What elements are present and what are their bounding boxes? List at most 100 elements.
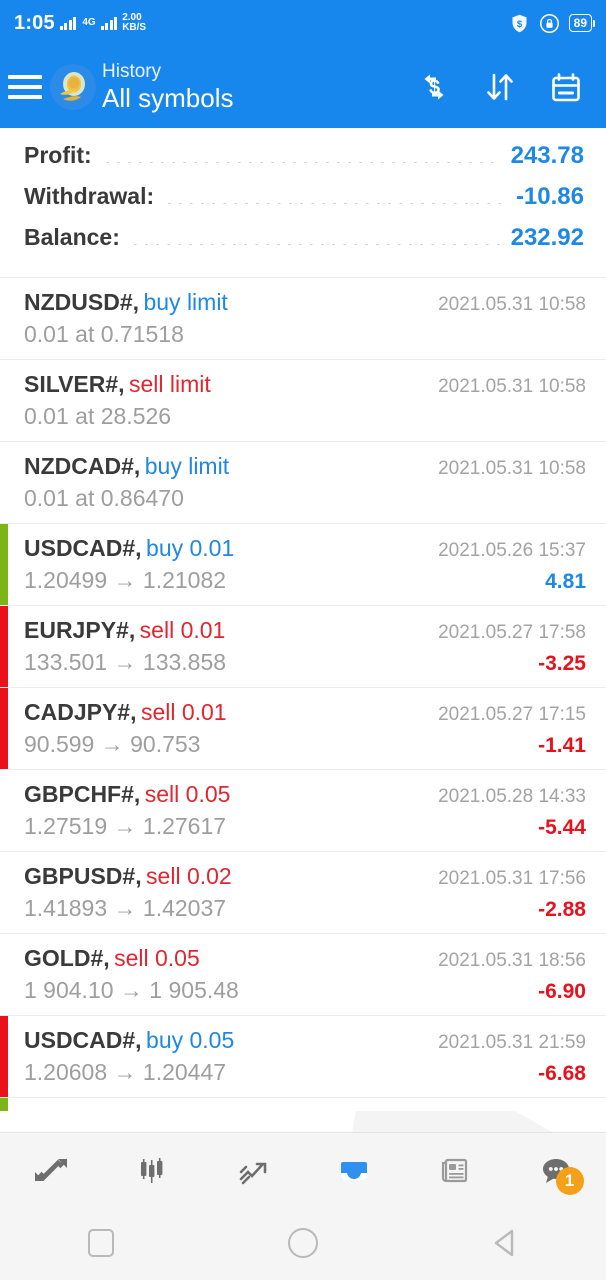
app-logo-icon (50, 64, 96, 110)
quotes-icon[interactable] (17, 1139, 85, 1201)
trade-row[interactable]: EURJPY#, sell 0.01 2021.05.27 17:58 133.50… (0, 605, 606, 687)
page-title[interactable]: All symbols (102, 82, 234, 113)
trade-row-top: GBPUSD#, sell 0.02 2021.05.31 17:56 (24, 863, 586, 890)
summary-value-profit: 243.78 (510, 142, 584, 169)
trade-status-stripe (0, 442, 8, 523)
sort-arrows-icon[interactable] (480, 67, 520, 107)
charts-icon[interactable] (118, 1139, 186, 1201)
summary-row-profit: Profit: 243.78 (24, 142, 584, 183)
trade-row-bottom: 0.01 at 28.526 (24, 403, 586, 430)
trade-action: buy limit (144, 453, 230, 479)
summary-label-profit: Profit: (24, 142, 92, 168)
currency-exchange-icon[interactable]: $ (414, 67, 454, 107)
trade-row-bottom: 90.599 → 90.753 -1.41 (24, 731, 586, 758)
trade-row[interactable]: GBPCHF#, sell 0.05 2021.05.28 14:33 1.2751… (0, 769, 606, 851)
trade-symbol: USDCAD#, (24, 535, 142, 561)
network-type-label: 4G (82, 17, 96, 28)
trade-status-stripe (0, 1016, 8, 1097)
recents-button[interactable] (66, 1220, 136, 1266)
history-list[interactable]: NZDUSD#, buy limit 2021.05.31 10:58 0.01 a… (0, 277, 606, 1111)
trade-status-stripe (0, 770, 8, 851)
trade-row-bottom: 1.20499 → 1.21082 4.81 (24, 567, 586, 594)
summary-row-withdrawal: Withdrawal: -10.86 (24, 183, 584, 224)
network-speed-value: 2.00 (122, 11, 142, 23)
trade-row[interactable]: USDCAD#, buy 0.01 2021.05.26 15:37 1.20499… (0, 523, 606, 605)
summary-value-withdrawal: -10.86 (515, 183, 584, 210)
trade-symbol: GOLD#, (24, 945, 110, 971)
trade-status-stripe (0, 278, 8, 359)
trade-prices: 0.01 at 0.71518 (24, 321, 184, 347)
home-button[interactable] (268, 1220, 338, 1266)
trade-profit-loss: -3.25 (538, 652, 586, 675)
trade-row[interactable]: CADJPY#, sell 0.01 2021.05.27 17:15 90.599… (0, 687, 606, 769)
trade-prices: 1.27519 → 1.27617 (24, 813, 227, 839)
dot-leader (164, 203, 506, 204)
trade-row-bottom: 1.20608 → 1.20447 -6.68 (24, 1059, 586, 1086)
trade-row[interactable]: NZDUSD#, buy limit 2021.05.31 10:58 0.01 a… (0, 277, 606, 359)
trade-row-top: GBPCHF#, sell 0.05 2021.05.28 14:33 (24, 781, 586, 808)
trade-prices: 1.20499 → 1.21082 (24, 567, 227, 593)
trade-icon[interactable] (219, 1139, 287, 1201)
trade-row-top: CADJPY#, sell 0.01 2021.05.27 17:15 (24, 699, 586, 726)
trade-time: 2021.05.31 10:58 (438, 376, 586, 397)
trade-action: sell 0.02 (146, 863, 232, 889)
trade-row[interactable]: NZDCAD#, buy limit 2021.05.31 10:58 0.01 a… (0, 441, 606, 523)
trade-time: 2021.05.31 10:58 (438, 294, 586, 315)
trade-profit-loss: -5.44 (538, 816, 586, 839)
lock-icon (539, 13, 559, 33)
trade-time: 2021.05.31 21:59 (438, 1032, 586, 1053)
signal-bars-icon (59, 16, 77, 30)
trade-title: GBPCHF#, sell 0.05 (24, 781, 230, 808)
chat-icon[interactable]: 1 (522, 1139, 590, 1201)
trade-row[interactable]: SILVER#, sell limit 2021.05.31 10:58 0.01 … (0, 359, 606, 441)
trade-prices: 133.501 → 133.858 (24, 649, 227, 675)
trade-action: buy limit (143, 289, 228, 315)
trade-time: 2021.05.26 15:37 (438, 540, 586, 561)
summary-row-balance: Balance: 232.92 (24, 224, 584, 265)
signal-bars-icon-2 (100, 16, 118, 30)
trade-row[interactable]: USDCAD#, buy 0.05 2021.05.31 21:59 1.20608… (0, 1015, 606, 1097)
trade-row-top: NZDCAD#, buy limit 2021.05.31 10:58 (24, 453, 586, 480)
trade-symbol: EURJPY#, (24, 617, 136, 643)
app-bar-actions: $ (414, 67, 590, 107)
trade-prices: 1.20608 → 1.20447 (24, 1059, 227, 1085)
trade-title: USDCAD#, buy 0.05 (24, 1027, 234, 1054)
status-bar-right: $ 89 (509, 13, 596, 34)
news-icon[interactable] (421, 1139, 489, 1201)
summary-value-balance: 232.92 (510, 224, 584, 251)
bottom-navigation: 1 (0, 1132, 606, 1206)
history-inbox-icon[interactable] (320, 1139, 388, 1201)
trade-row[interactable]: GBPUSD#, sell 0.02 2021.05.31 17:56 1.4189… (0, 851, 606, 933)
dot-leader (101, 162, 501, 163)
trade-status-stripe (0, 852, 8, 933)
trade-time: 2021.05.31 10:58 (438, 458, 586, 479)
trade-row-top: USDCAD#, buy 0.01 2021.05.26 15:37 (24, 535, 586, 562)
trade-row-partial[interactable] (0, 1097, 606, 1111)
hamburger-menu-icon[interactable] (6, 75, 46, 99)
trade-prices: 0.01 at 28.526 (24, 403, 172, 429)
trade-title: SILVER#, sell limit (24, 371, 211, 398)
trade-time: 2021.05.31 18:56 (438, 950, 586, 971)
trade-title: EURJPY#, sell 0.01 (24, 617, 225, 644)
status-time: 1:05 (14, 11, 55, 34)
trade-row-top: GOLD#, sell 0.05 2021.05.31 18:56 (24, 945, 586, 972)
network-speed-unit: KB/S (122, 22, 147, 33)
trade-symbol: GBPUSD#, (24, 863, 142, 889)
trade-row[interactable]: GOLD#, sell 0.05 2021.05.31 18:56 1 904.10… (0, 933, 606, 1015)
trade-title: GOLD#, sell 0.05 (24, 945, 200, 972)
trade-symbol: CADJPY#, (24, 699, 137, 725)
trade-row-bottom: 1 904.10 → 1 905.48 -6.90 (24, 977, 586, 1004)
trade-row-bottom: 133.501 → 133.858 -3.25 (24, 649, 586, 676)
trade-prices: 1.41893 → 1.42037 (24, 895, 227, 921)
trade-row-top: USDCAD#, buy 0.05 2021.05.31 21:59 (24, 1027, 586, 1054)
summary-label-balance: Balance: (24, 224, 120, 250)
battery-level: 89 (573, 16, 587, 30)
trade-title: CADJPY#, sell 0.01 (24, 699, 227, 726)
trade-action: sell 0.05 (114, 945, 200, 971)
trade-profit-loss: -1.41 (538, 734, 586, 757)
status-bar-left: 1:05 4G 2.00 KB/S (14, 12, 146, 35)
calendar-icon[interactable] (546, 67, 586, 107)
back-button[interactable] (470, 1220, 540, 1266)
chat-badge: 1 (555, 1166, 584, 1195)
trade-status-stripe (0, 524, 8, 605)
